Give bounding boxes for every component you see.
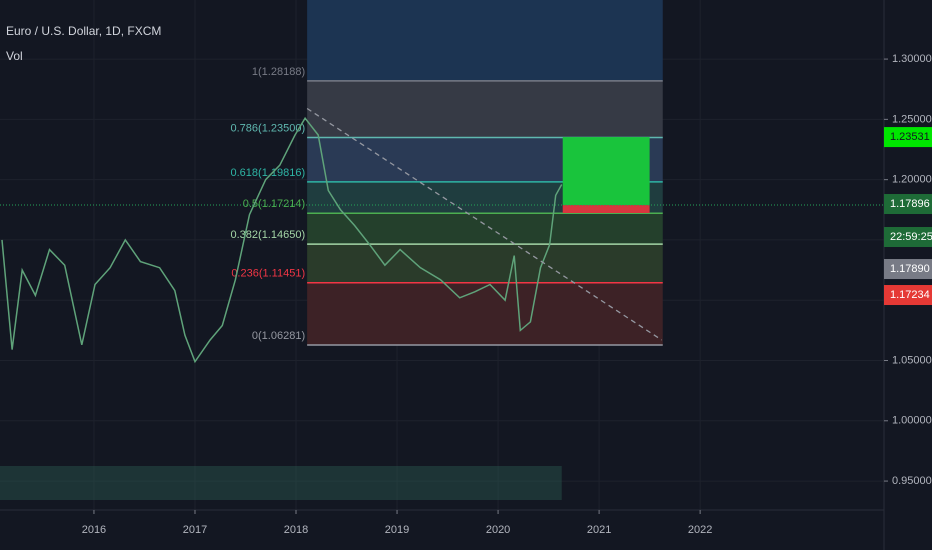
countdown-label-bg [884, 227, 932, 248]
fib-label: 0.786(1.23500) [231, 122, 306, 134]
grid [0, 0, 884, 510]
symbol-title: Euro / U.S. Dollar, 1D, FXCM [6, 24, 161, 38]
fib-upper-zone [307, 0, 663, 81]
y-tick-label: 1.05000 [892, 354, 932, 366]
last-price-label-bg [884, 194, 932, 215]
axes: 0.950001.000001.050001.100001.150001.200… [82, 53, 932, 536]
last-price-label: 1.17896 [890, 198, 930, 210]
x-tick-label: 2022 [688, 524, 712, 536]
fib-band [307, 80, 663, 138]
profit-zone [562, 137, 650, 206]
fib-label: 0.236(1.11451) [231, 268, 305, 280]
plot [0, 107, 884, 500]
x-tick-label: 2017 [183, 524, 207, 536]
fib-label: 0.382(1.14650) [231, 229, 306, 241]
countdown-label: 22:59:25 [890, 231, 932, 243]
entry-label-bg [884, 259, 932, 280]
loss-zone [562, 205, 650, 213]
trend-line [306, 107, 663, 341]
x-tick-label: 2018 [284, 524, 308, 536]
fib-band [307, 282, 663, 346]
y-tick-label: 1.20000 [892, 174, 932, 186]
y-tick-label: 0.95000 [892, 475, 932, 487]
fib-label: 0(1.06281) [252, 330, 305, 342]
y-tick-label: 1.25000 [892, 113, 932, 125]
x-tick-label: 2019 [385, 524, 409, 536]
volume-area [0, 466, 562, 500]
y-tick-label: 1.00000 [892, 415, 932, 427]
fib-label: 1(1.28188) [252, 66, 305, 78]
stop-label: 1.17234 [890, 289, 930, 301]
y-tick-label: 1.30000 [892, 53, 932, 65]
stop-label-bg [884, 285, 932, 306]
indicator-label: Vol [6, 49, 23, 63]
fib-label: 0.5(1.17214) [243, 198, 305, 210]
x-tick-label: 2016 [82, 524, 106, 536]
fib-label: 0.618(1.19816) [231, 167, 306, 179]
fib-band [307, 244, 663, 283]
target-label: 1.23531 [890, 131, 930, 143]
entry-label: 1.17890 [890, 263, 930, 275]
x-tick-label: 2021 [587, 524, 611, 536]
price-line [1, 116, 563, 364]
target-label-bg [884, 127, 932, 148]
x-tick-label: 2020 [486, 524, 510, 536]
fib-band [307, 213, 663, 245]
